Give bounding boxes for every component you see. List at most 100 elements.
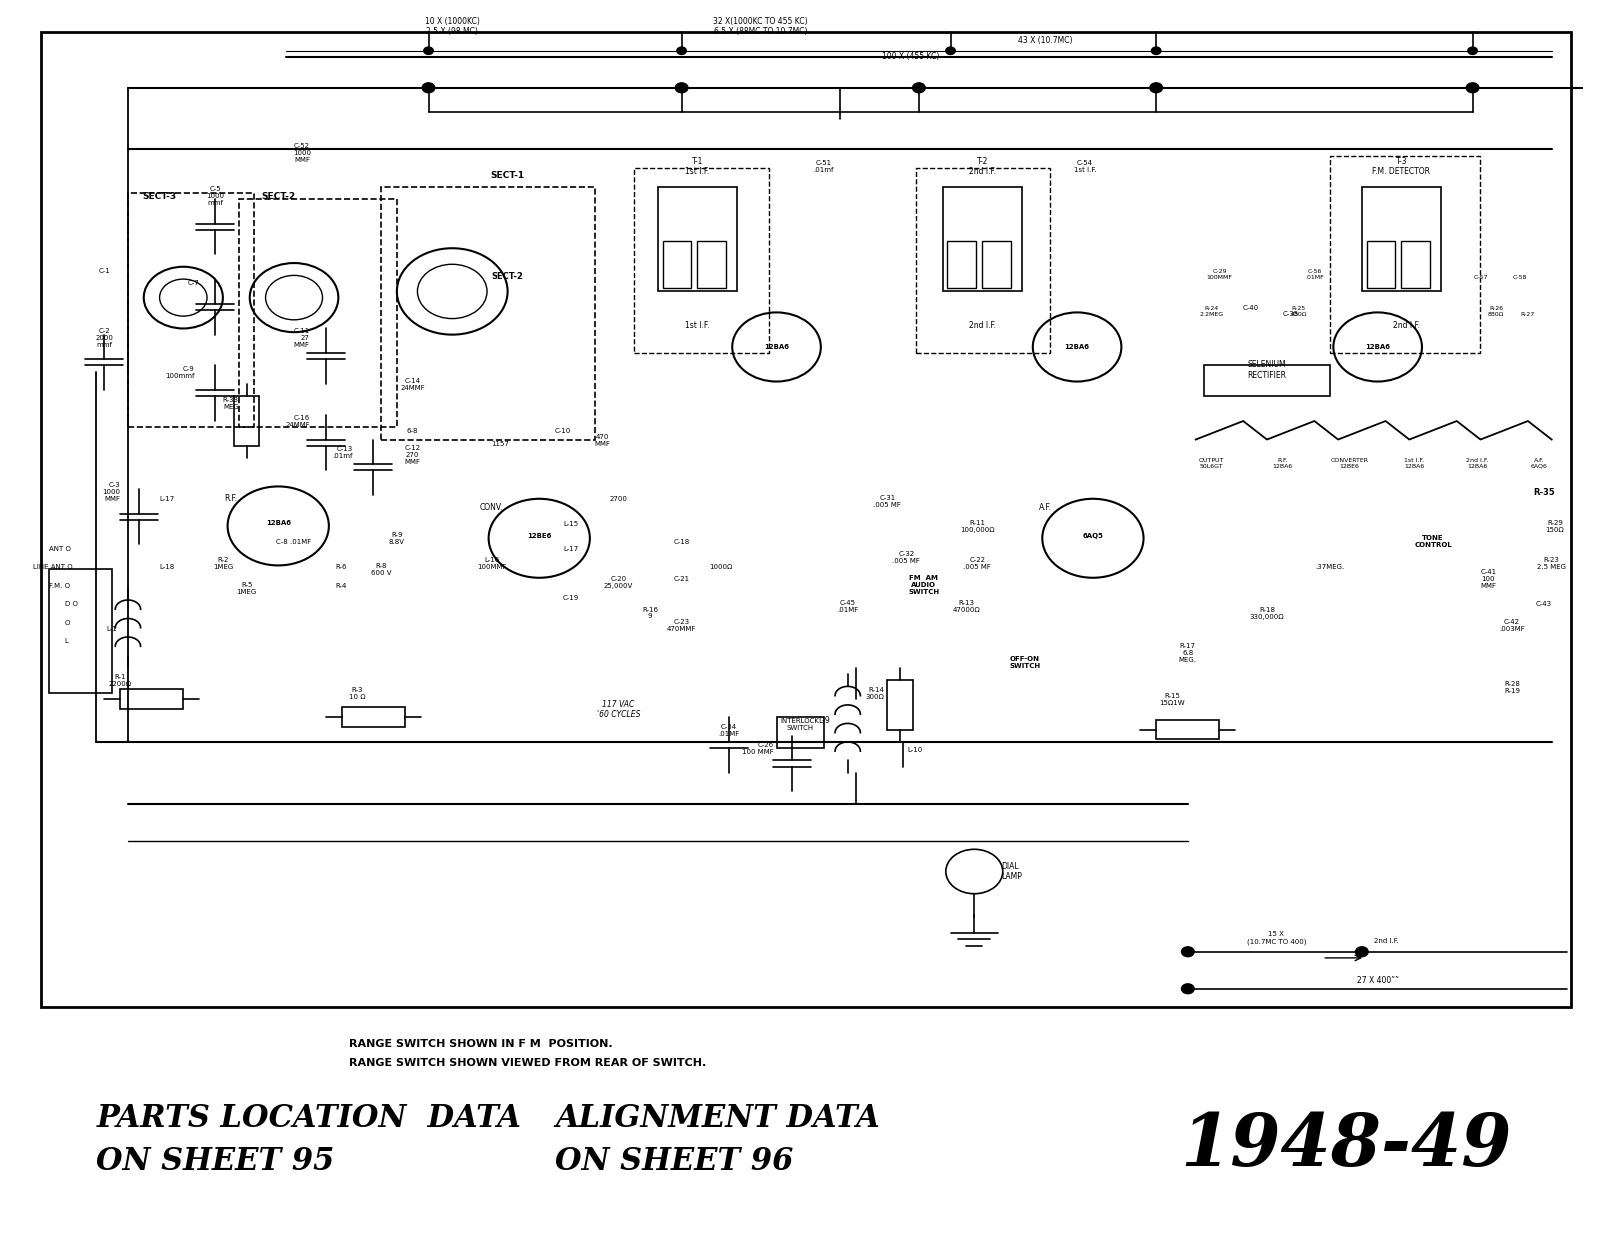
Bar <box>888 680 912 730</box>
Bar <box>942 187 1022 292</box>
Bar <box>776 717 824 748</box>
Text: RANGE SWITCH SHOWN VIEWED FROM REAR OF SWITCH.: RANGE SWITCH SHOWN VIEWED FROM REAR OF S… <box>349 1058 707 1068</box>
Text: 27 X 400˜˜: 27 X 400˜˜ <box>1357 976 1398 985</box>
Text: 12BA6: 12BA6 <box>1064 344 1090 350</box>
Text: C-57: C-57 <box>1474 275 1488 280</box>
Text: R-29
150Ω: R-29 150Ω <box>1546 520 1565 533</box>
Text: L: L <box>64 638 69 644</box>
Text: C-21: C-21 <box>674 576 690 583</box>
Circle shape <box>1152 47 1162 54</box>
Bar <box>1402 241 1430 288</box>
Text: T-2
2nd I.F.: T-2 2nd I.F. <box>968 157 995 176</box>
Text: OUTPUT
50L6GT: OUTPUT 50L6GT <box>1198 458 1224 469</box>
Text: 43 X (10.7MC): 43 X (10.7MC) <box>1018 36 1072 45</box>
Text: FM  AM
AUDIO
SWITCH: FM AM AUDIO SWITCH <box>909 575 939 595</box>
Text: 15 X
(10.7MC TO 400): 15 X (10.7MC TO 400) <box>1246 931 1306 945</box>
Bar <box>982 241 1011 288</box>
Text: C-54
1st I.F.: C-54 1st I.F. <box>1074 160 1096 173</box>
Text: R-6: R-6 <box>336 564 347 570</box>
Text: R-8
600 V: R-8 600 V <box>371 563 392 576</box>
Text: R-23
2.5 MEG: R-23 2.5 MEG <box>1538 557 1566 570</box>
Text: R-1
2200Ω: R-1 2200Ω <box>109 674 131 688</box>
Text: C-43: C-43 <box>1536 601 1552 607</box>
Text: 1948-49: 1948-49 <box>1179 1110 1512 1181</box>
Text: L-9: L-9 <box>818 716 830 725</box>
Text: C-10: C-10 <box>555 428 571 434</box>
Text: R-16
9: R-16 9 <box>642 606 658 620</box>
Circle shape <box>675 83 688 93</box>
Text: PARTS LOCATION  DATA: PARTS LOCATION DATA <box>96 1103 522 1134</box>
Text: 470
MMF: 470 MMF <box>595 434 611 447</box>
Text: R-14
300Ω: R-14 300Ω <box>866 687 885 700</box>
Text: 12BA6: 12BA6 <box>765 344 789 350</box>
Text: C-29
100MMF: C-29 100MMF <box>1206 270 1232 280</box>
Text: DIAL
LAMP: DIAL LAMP <box>1002 862 1022 881</box>
Text: ON SHEET 96: ON SHEET 96 <box>555 1145 794 1178</box>
Text: C-1: C-1 <box>98 268 110 273</box>
Text: R-11
100,000Ω: R-11 100,000Ω <box>960 520 995 533</box>
Bar <box>662 241 691 288</box>
Text: CONVERTER
12BE6: CONVERTER 12BE6 <box>1330 458 1368 469</box>
Text: 2nd I.F.: 2nd I.F. <box>1392 322 1419 330</box>
Text: 100 X (455 KC): 100 X (455 KC) <box>882 52 939 61</box>
Text: C-9
100mmf: C-9 100mmf <box>165 366 194 379</box>
Text: C-45
.01MF: C-45 .01MF <box>837 600 858 614</box>
Text: T-1
1st I.F.: T-1 1st I.F. <box>685 157 710 176</box>
Text: C-26
100 MMF: C-26 100 MMF <box>742 742 773 756</box>
Text: L-15: L-15 <box>563 521 579 527</box>
Text: R.F.: R.F. <box>224 495 237 503</box>
Text: 10 X (1000KC)
2.5 X (98 MC): 10 X (1000KC) 2.5 X (98 MC) <box>424 16 480 36</box>
Text: .37MEG.: .37MEG. <box>1315 564 1346 570</box>
Text: R-26
880Ω: R-26 880Ω <box>1488 307 1504 317</box>
Text: R-5
1MEG: R-5 1MEG <box>237 581 256 595</box>
Text: R-18
330,000Ω: R-18 330,000Ω <box>1250 606 1285 620</box>
Text: L-17: L-17 <box>563 546 579 552</box>
Bar <box>341 708 405 727</box>
Text: L-10: L-10 <box>907 747 923 753</box>
Text: R-15
15Ω1W: R-15 15Ω1W <box>1158 693 1186 706</box>
Text: C-13
.01mf: C-13 .01mf <box>333 447 352 459</box>
Text: SECT-2: SECT-2 <box>491 272 523 281</box>
Text: 2nd I.F.: 2nd I.F. <box>1374 938 1400 944</box>
Text: R-28
R-19: R-28 R-19 <box>1504 680 1520 694</box>
Text: R-27: R-27 <box>1522 312 1534 317</box>
Text: R-33
MEG: R-33 MEG <box>222 397 238 409</box>
Bar <box>1157 720 1219 740</box>
Circle shape <box>677 47 686 54</box>
Text: 2nd I.F.: 2nd I.F. <box>968 322 995 330</box>
Circle shape <box>1466 83 1478 93</box>
Circle shape <box>1181 946 1194 956</box>
Text: R.F.
12BA6: R.F. 12BA6 <box>1272 458 1293 469</box>
Text: C-11
27
MMF: C-11 27 MMF <box>294 328 310 348</box>
Text: C-12
270
MMF: C-12 270 MMF <box>405 445 421 465</box>
Text: 1st I.F.
12BA6: 1st I.F. 12BA6 <box>1403 458 1424 469</box>
Text: R-4: R-4 <box>336 583 347 589</box>
Text: SECT-2: SECT-2 <box>261 192 296 202</box>
Text: C-8 .01MF: C-8 .01MF <box>277 539 312 546</box>
Text: D O: D O <box>64 601 77 607</box>
Text: SECT-1: SECT-1 <box>491 172 525 181</box>
Text: 12BA6: 12BA6 <box>1365 344 1390 350</box>
Text: C-14
24MMF: C-14 24MMF <box>400 379 426 391</box>
Text: R-17
6.8
MEG.: R-17 6.8 MEG. <box>1179 643 1197 663</box>
Text: A.F.
6AQ6: A.F. 6AQ6 <box>1531 458 1547 469</box>
Circle shape <box>424 47 434 54</box>
Bar <box>1366 241 1395 288</box>
Text: C-41
100
MMF: C-41 100 MMF <box>1480 569 1496 589</box>
Text: INTERLOCK
SWITCH: INTERLOCK SWITCH <box>781 717 819 731</box>
Text: 1st I.F.: 1st I.F. <box>685 322 710 330</box>
Circle shape <box>1181 983 1194 993</box>
Text: C-56
.01MF: C-56 .01MF <box>1306 270 1323 280</box>
Text: C-23
470MMF: C-23 470MMF <box>667 618 696 632</box>
Text: L-18: L-18 <box>160 564 174 570</box>
Circle shape <box>1467 47 1477 54</box>
Circle shape <box>422 83 435 93</box>
Text: C-32
.005 MF: C-32 .005 MF <box>893 550 920 564</box>
Text: R-13
47000Ω: R-13 47000Ω <box>952 600 981 614</box>
Bar <box>1362 187 1442 292</box>
Text: 32 X(1000KC TO 455 KC)
6.5 X (88MC TO 10.7MC): 32 X(1000KC TO 455 KC) 6.5 X (88MC TO 10… <box>714 16 808 36</box>
Text: 12BE6: 12BE6 <box>526 533 552 539</box>
Text: 6-8: 6-8 <box>406 428 419 434</box>
Text: SELENIUM
RECTIFIER: SELENIUM RECTIFIER <box>1248 360 1286 380</box>
Text: C-34
.01MF: C-34 .01MF <box>718 724 739 737</box>
